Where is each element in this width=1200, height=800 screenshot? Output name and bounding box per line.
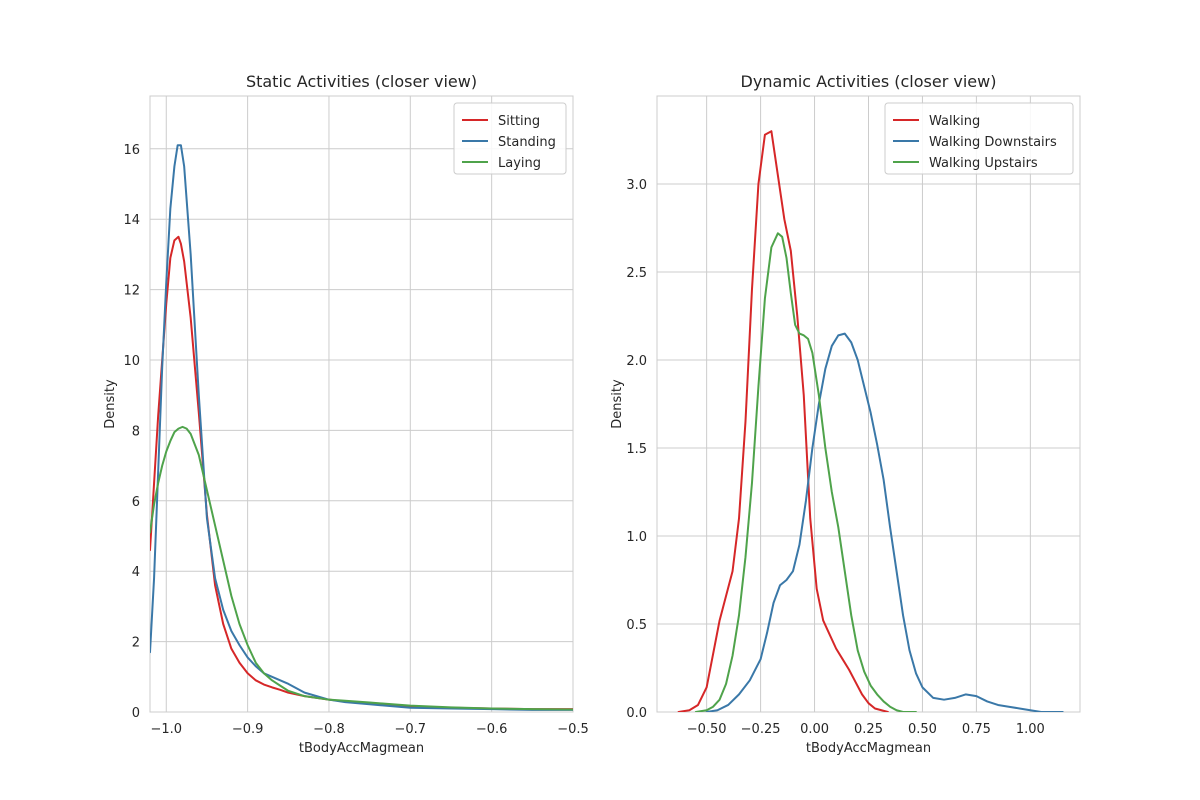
dynamic-chart-y-ticks: 0.0 0.5 1.0 1.5 2.0 2.5 3.0 <box>626 178 647 721</box>
dynamic-x-tick-label: 0.75 <box>962 722 991 737</box>
static-y-tick-label: 8 <box>132 424 140 439</box>
dynamic-activities-chart: −0.50 −0.25 0.00 0.25 0.50 0.75 1.00 0.0 0.5 1.0… <box>610 72 1081 756</box>
static-y-tick-label: 4 <box>132 565 140 580</box>
dynamic-chart-title: Dynamic Activities (closer view) <box>741 72 997 91</box>
dynamic-y-tick-label: 0.5 <box>626 618 647 633</box>
static-series-laying <box>150 425 573 711</box>
dynamic-legend-label-walking-downstairs: Walking Downstairs <box>929 135 1057 150</box>
dynamic-chart-frame <box>656 95 1081 713</box>
dynamic-series-walking <box>677 130 889 712</box>
dynamic-chart-x-axis-label: tBodyAccMagmean <box>806 741 931 756</box>
static-chart-x-axis-label: tBodyAccMagmean <box>299 741 424 756</box>
static-chart-y-axis-label: Density <box>103 379 118 429</box>
static-legend-label-standing: Standing <box>498 135 556 150</box>
static-series-standing <box>150 144 573 711</box>
dynamic-x-tick-label: 0.25 <box>854 722 883 737</box>
static-y-tick-label: 10 <box>123 354 140 369</box>
dynamic-x-tick-label: 1.00 <box>1016 722 1045 737</box>
static-x-tick-label: −0.8 <box>313 722 345 737</box>
dynamic-chart-y-axis-label: Density <box>610 379 625 429</box>
static-activities-chart: −1.0 −0.9 −0.8 −0.7 −0.6 −0.5 0 2 4 6 8 10 12 14 16 S… <box>103 72 589 756</box>
dynamic-chart-legend: Walking Walking Downstairs Walking Upstair… <box>884 102 1074 175</box>
static-chart-title: Static Activities (closer view) <box>246 72 477 91</box>
static-x-tick-label: −0.9 <box>232 722 264 737</box>
static-y-tick-label: 16 <box>123 143 140 158</box>
static-chart-series <box>150 144 573 711</box>
dynamic-series-walking-downstairs <box>705 332 1064 712</box>
static-x-tick-label: −0.6 <box>476 722 508 737</box>
dynamic-y-tick-label: 2.5 <box>626 266 647 281</box>
static-legend-label-laying: Laying <box>498 156 541 171</box>
dynamic-x-tick-label: 0.00 <box>800 722 829 737</box>
dynamic-legend-label-walking-upstairs: Walking Upstairs <box>929 156 1038 171</box>
static-chart-x-ticks: −1.0 −0.9 −0.8 −0.7 −0.6 −0.5 <box>150 722 588 737</box>
dynamic-chart-x-ticks: −0.50 −0.25 0.00 0.25 0.50 0.75 1.00 <box>687 722 1045 737</box>
dynamic-y-tick-label: 3.0 <box>626 178 647 193</box>
static-x-tick-label: −1.0 <box>150 722 182 737</box>
dynamic-y-tick-label: 1.0 <box>626 530 647 545</box>
dynamic-x-tick-label: 0.50 <box>908 722 937 737</box>
dynamic-x-tick-label: −0.25 <box>741 722 781 737</box>
static-chart-frame <box>149 95 574 713</box>
static-legend-label-sitting: Sitting <box>498 114 540 129</box>
static-y-tick-label: 12 <box>123 284 140 299</box>
dynamic-series-walking-upstairs <box>694 232 917 712</box>
dynamic-legend-label-walking: Walking <box>929 114 980 129</box>
static-x-tick-label: −0.7 <box>395 722 427 737</box>
dynamic-y-tick-label: 1.5 <box>626 442 647 457</box>
static-y-tick-label: 2 <box>132 636 140 651</box>
static-y-tick-label: 6 <box>132 495 140 510</box>
static-chart-legend: Sitting Standing Laying <box>453 102 567 175</box>
static-y-tick-label: 0 <box>132 706 140 721</box>
dynamic-legend-box <box>884 102 1074 175</box>
static-chart-y-ticks: 0 2 4 6 8 10 12 14 16 <box>123 143 140 721</box>
static-chart-grid <box>150 96 574 713</box>
static-y-tick-label: 14 <box>123 213 140 228</box>
static-x-tick-label: −0.5 <box>557 722 589 737</box>
dynamic-x-tick-label: −0.50 <box>687 722 727 737</box>
dynamic-chart-series <box>677 130 1064 712</box>
dynamic-y-tick-label: 0.0 <box>626 706 647 721</box>
dynamic-y-tick-label: 2.0 <box>626 354 647 369</box>
